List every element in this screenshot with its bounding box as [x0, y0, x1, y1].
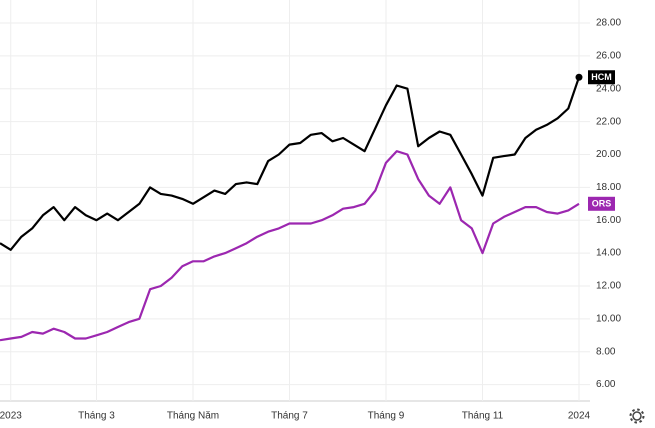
y-tick-label: 18.00: [596, 182, 621, 193]
series-line: [0, 76, 581, 251]
y-tick-label: 6.00: [596, 379, 616, 390]
y-tick-label: 10.00: [596, 313, 621, 324]
x-tick-label: Tháng 11: [462, 411, 504, 422]
y-tick-label: 14.00: [596, 248, 621, 259]
series-tag-bg: [588, 70, 615, 85]
y-tick-label: 26.00: [596, 51, 621, 62]
x-tick-label: Tháng 7: [271, 411, 308, 422]
y-tick-label: 20.00: [596, 149, 621, 160]
series-tag: ORS: [592, 199, 612, 209]
series-tag: HCM: [591, 72, 612, 82]
y-tick-label: 22.00: [596, 116, 621, 127]
y-tick-label: 28.00: [596, 18, 621, 29]
y-tick-label: 8.00: [596, 346, 616, 357]
x-tick-label: Tháng 3: [78, 411, 115, 422]
y-tick-label: 24.00: [596, 83, 621, 94]
series-line: [0, 150, 580, 342]
series-tag-bg: [588, 196, 615, 211]
last-point: [575, 73, 583, 81]
x-tick-label: Tháng Năm: [167, 411, 219, 422]
settings-icon[interactable]: [629, 408, 645, 424]
x-tick-label: Tháng 9: [368, 411, 405, 422]
x-tick-label: 2023: [0, 411, 22, 422]
x-tick-label: 2024: [568, 411, 591, 422]
y-tick-label: 16.00: [596, 215, 621, 226]
y-tick-label: 12.00: [596, 281, 621, 292]
